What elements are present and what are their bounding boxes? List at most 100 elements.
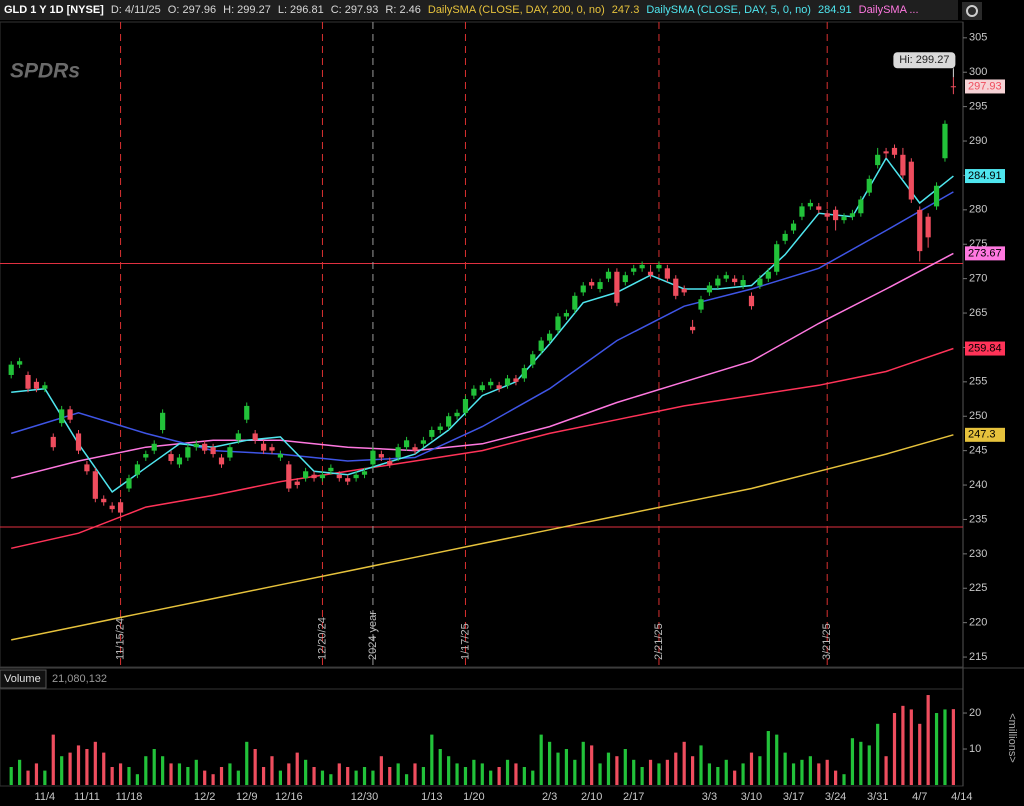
candle-body <box>816 206 822 210</box>
volume-bar <box>951 709 955 785</box>
x-tick-label: 2/3 <box>542 791 557 803</box>
volume-bar <box>531 770 535 785</box>
volume-bar <box>547 741 552 785</box>
candle-body <box>185 447 191 458</box>
candle-body <box>656 264 662 269</box>
volume-bar <box>144 756 148 785</box>
volume-bar <box>371 770 375 785</box>
close: C: 297.93 <box>330 4 379 16</box>
candle-body <box>504 378 511 386</box>
volume-bar <box>447 756 451 785</box>
volume-bar <box>312 767 316 785</box>
volume-bar <box>85 749 89 785</box>
candle-body <box>757 278 763 286</box>
volume-bar <box>388 767 392 785</box>
volume-bar <box>758 756 762 785</box>
study-value: 284.91 <box>817 4 852 16</box>
candle-body <box>378 454 384 458</box>
settings-icon[interactable] <box>962 2 982 20</box>
volume-bar <box>228 763 232 785</box>
volume-bar <box>404 774 409 785</box>
candle-body <box>488 381 494 386</box>
candle-body <box>403 440 410 448</box>
volume-bar <box>320 770 325 785</box>
volume-bar <box>590 745 594 785</box>
symbol[interactable]: GLD 1 Y 1D [NYSE] <box>4 4 104 16</box>
candle-body <box>353 474 359 479</box>
volume-bar <box>766 731 770 785</box>
volume-bar <box>556 752 560 785</box>
volume-bar <box>884 756 888 785</box>
y-tick-label: 245 <box>969 445 987 457</box>
x-tick-label: 1/13 <box>421 791 442 803</box>
candle-body <box>841 216 847 221</box>
candle-body <box>875 154 881 166</box>
volume-bar <box>43 770 47 785</box>
candle-body <box>917 209 923 252</box>
y-tick-label: 270 <box>969 273 987 285</box>
candle-body <box>252 433 258 441</box>
volume-bar <box>102 752 106 785</box>
volume-bar <box>253 749 257 785</box>
volume-bar <box>278 770 282 785</box>
volume-bar <box>287 763 291 785</box>
sma-line <box>11 252 954 479</box>
volume-bar <box>26 770 30 785</box>
study-name[interactable]: DailySMA (CLOSE, DAY, 5, 0, no) <box>646 4 811 16</box>
candle-body <box>193 443 199 448</box>
x-tick-label: 3/17 <box>783 791 804 803</box>
candle-body <box>866 178 872 193</box>
volume-bar <box>489 770 493 785</box>
candle-body <box>75 433 82 451</box>
candle-body <box>521 368 527 379</box>
volume-bar <box>211 774 215 785</box>
candle-body <box>303 471 309 479</box>
candle-body <box>437 426 443 431</box>
volume-bar <box>867 745 871 785</box>
candle-body <box>900 154 906 176</box>
high: H: 299.27 <box>223 4 271 16</box>
event-label: 3/21/25 <box>821 623 833 660</box>
volume-bar <box>926 695 930 785</box>
volume-bar <box>76 745 81 785</box>
study-more[interactable]: DailySMA ... <box>858 4 919 16</box>
sma-value-tag-bg <box>965 169 1005 184</box>
y-tick-label: 230 <box>969 548 987 560</box>
candle-body <box>546 333 553 341</box>
volume-bar <box>379 756 383 785</box>
candle-body <box>17 361 23 365</box>
candle-body <box>622 275 628 283</box>
candle-body <box>143 454 149 458</box>
candle-body <box>530 354 536 365</box>
candle-body <box>563 313 570 317</box>
candle-body <box>496 385 502 389</box>
volume-bar <box>825 759 829 785</box>
candle-body <box>950 86 956 88</box>
candle-body <box>210 447 216 455</box>
x-tick-label: 3/3 <box>702 791 717 803</box>
candle-body <box>117 502 124 513</box>
date: D: 4/11/25 <box>110 4 161 16</box>
low: L: 296.81 <box>277 4 324 16</box>
settings-button[interactable] <box>962 2 982 20</box>
candle-body <box>723 275 729 279</box>
candle-body <box>664 268 670 279</box>
study-name[interactable]: DailySMA (CLOSE, DAY, 200, 0, no) <box>427 4 605 16</box>
event-label: 2/21/25 <box>653 623 665 660</box>
volume-bar <box>194 759 198 785</box>
volume-bar <box>169 763 173 785</box>
volume-bar <box>118 763 123 785</box>
x-tick-label: 2/17 <box>623 791 644 803</box>
y-tick-label: 255 <box>969 376 987 388</box>
volume-bar <box>674 752 678 785</box>
volume-bar <box>775 734 779 785</box>
volume-bar <box>110 767 114 785</box>
candle-body <box>269 447 275 451</box>
y-tick-label: 240 <box>969 479 987 491</box>
candle-body <box>294 481 300 486</box>
sma-line <box>11 156 954 493</box>
volume-bar <box>791 763 796 785</box>
y-tick-label: 280 <box>969 204 987 216</box>
candle-body <box>33 381 40 389</box>
volume-bar <box>135 774 139 785</box>
